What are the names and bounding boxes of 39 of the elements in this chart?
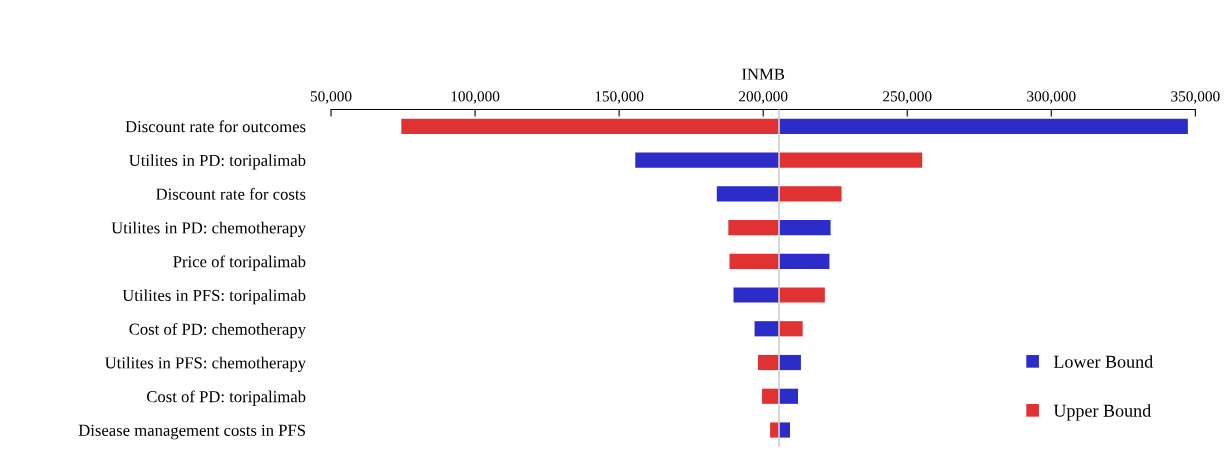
bar	[635, 152, 780, 168]
y-tick-label: Discount rate for outcomes	[125, 120, 306, 133]
bar	[779, 388, 799, 404]
bar	[779, 354, 801, 371]
x-tick-label: 300,000	[1027, 91, 1076, 104]
bar	[716, 186, 780, 202]
x-tick-label: 100,000	[451, 91, 500, 104]
y-tick-label: Disease management costs in PFS	[78, 424, 305, 440]
bar	[754, 321, 780, 337]
x-axis-title: INMB	[742, 68, 785, 80]
y-tick-label: Cost of PD: toripalimab	[146, 390, 306, 406]
y-tick-label: Cost of PD: chemotherapy	[129, 322, 306, 339]
bar	[728, 219, 780, 236]
bar	[779, 253, 830, 269]
y-tick-label: Utilites in PD: toripalimab	[129, 154, 306, 170]
bar	[762, 388, 780, 404]
bar	[779, 219, 831, 236]
bar	[779, 422, 790, 438]
x-tick-label: 150,000	[595, 91, 644, 104]
x-tick-label: 250,000	[883, 91, 932, 104]
legend-label: Upper Bound	[1053, 404, 1151, 421]
bar	[733, 287, 780, 303]
bar	[779, 186, 842, 202]
y-tick-label: Utilites in PFS: toripalimab	[122, 289, 306, 305]
y-tick-label: Utilites in PFS: chemotherapy	[104, 356, 306, 372]
x-tick-label: 200,000	[739, 91, 788, 104]
bar	[779, 287, 825, 303]
bar	[779, 152, 923, 168]
bar	[779, 321, 803, 337]
bar	[401, 118, 780, 134]
bar	[729, 253, 780, 269]
y-tick-label: Price of toripalimab	[173, 255, 306, 271]
x-tick-label: 50,000	[310, 91, 352, 104]
x-tick-label: 350,000	[1171, 91, 1220, 104]
legend-label: Lower Bound	[1053, 355, 1153, 368]
bar	[758, 354, 780, 371]
bar	[779, 118, 1188, 134]
y-tick-label: Utilites in PD: chemotherapy	[111, 221, 306, 237]
y-tick-label: Discount rate for costs	[156, 187, 306, 200]
